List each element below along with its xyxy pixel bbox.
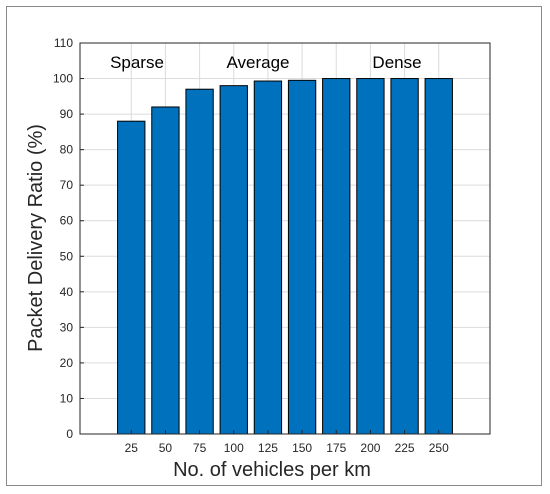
y-tick-label: 50 [60, 249, 74, 263]
annotation-average: Average [226, 53, 289, 72]
annotation-dense: Dense [372, 53, 421, 72]
x-tick-label: 200 [360, 441, 380, 455]
y-tick-label: 70 [60, 178, 74, 192]
x-tick-label: 250 [429, 441, 449, 455]
bar-25 [117, 120, 146, 435]
y-tick-label: 30 [60, 320, 74, 334]
x-axis-title: No. of vehicles per km [173, 459, 371, 481]
y-tick-label: 110 [54, 36, 73, 50]
y-axis-title: Packet Delivery Ratio (%) [25, 124, 47, 352]
y-tick-label: 10 [60, 391, 74, 405]
bar-200 [356, 78, 385, 435]
y-tick-label: 80 [60, 143, 74, 157]
bar-75 [185, 88, 214, 435]
x-tick-label: 175 [326, 441, 346, 455]
x-tick-label: 25 [125, 441, 139, 455]
x-axis-ticks: 25 50 75 100 125 150 175 200 225 250 [125, 430, 449, 455]
y-tick-label: 100 [53, 72, 73, 86]
y-tick-label: 60 [60, 214, 74, 228]
y-tick-label: 90 [60, 107, 74, 121]
x-tick-label: 50 [159, 441, 173, 455]
annotation-sparse: Sparse [110, 53, 164, 72]
y-axis-ticks: 0 10 20 30 40 50 60 70 80 90 100 110 [53, 36, 84, 441]
y-tick-label: 0 [66, 427, 73, 441]
bar-175 [322, 78, 351, 435]
y-tick-label: 40 [60, 285, 74, 299]
bar-250 [424, 78, 453, 435]
x-tick-label: 225 [395, 441, 415, 455]
bar-125 [253, 80, 283, 435]
x-tick-label: 75 [193, 441, 207, 455]
plot-border [79, 42, 491, 435]
y-tick-label: 20 [60, 356, 74, 370]
x-tick-label: 150 [292, 441, 312, 455]
bar-150 [287, 79, 317, 435]
plot-area [80, 43, 490, 434]
bar-100 [219, 85, 248, 435]
bars [117, 78, 453, 435]
bar-225 [390, 78, 419, 435]
x-tick-label: 125 [258, 441, 278, 455]
bar-50 [151, 106, 180, 435]
x-tick-label: 100 [224, 441, 244, 455]
